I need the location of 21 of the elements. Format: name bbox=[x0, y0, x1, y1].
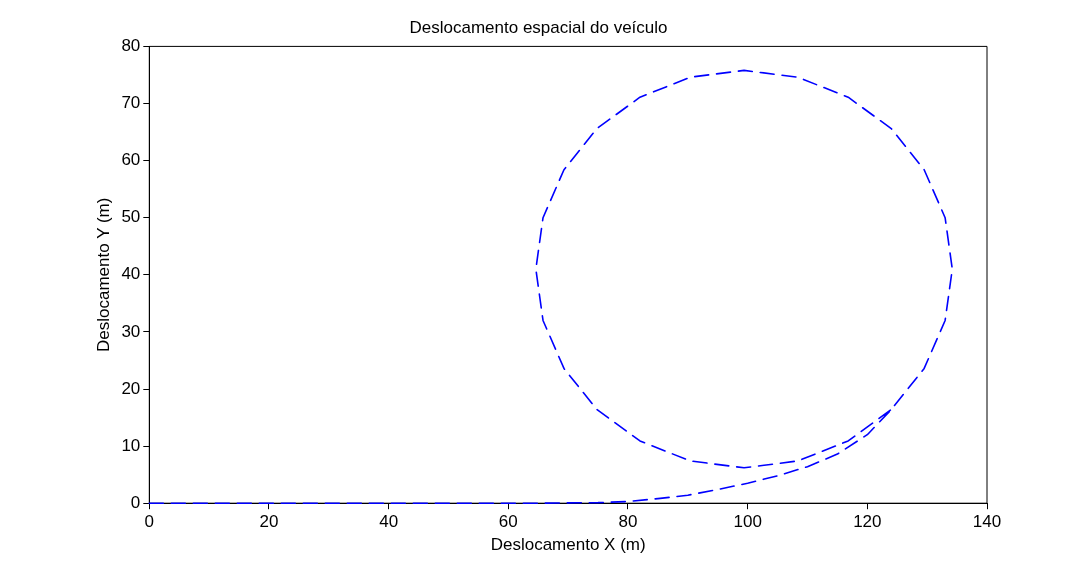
y-tick-label: 70 bbox=[121, 93, 141, 113]
x-tick-label: 0 bbox=[144, 512, 155, 532]
y-tick-label: 40 bbox=[121, 264, 141, 284]
y-axis-title: Deslocamento Y (m) bbox=[93, 197, 113, 352]
x-tick-label: 100 bbox=[733, 512, 762, 532]
y-tick-label: 80 bbox=[121, 36, 141, 56]
x-axis-title: Deslocamento X (m) bbox=[490, 535, 646, 555]
y-tick-label: 60 bbox=[121, 150, 141, 170]
line-series bbox=[148, 69, 954, 504]
y-tick-label: 0 bbox=[130, 492, 141, 512]
x-tick-label: 20 bbox=[259, 512, 279, 532]
x-tick-label: 140 bbox=[972, 512, 1002, 532]
y-tick-label: 20 bbox=[121, 378, 141, 398]
x-tick-label: 60 bbox=[498, 512, 518, 532]
x-tick-label: 120 bbox=[853, 512, 882, 532]
y-tick-label: 30 bbox=[121, 321, 141, 341]
y-tick-label: 50 bbox=[121, 207, 141, 227]
x-tick-label: 40 bbox=[379, 512, 399, 532]
chart-title: Deslocamento espacial do veículo bbox=[409, 17, 668, 37]
y-tick-label: 10 bbox=[121, 435, 141, 455]
x-tick-label: 80 bbox=[618, 512, 638, 532]
